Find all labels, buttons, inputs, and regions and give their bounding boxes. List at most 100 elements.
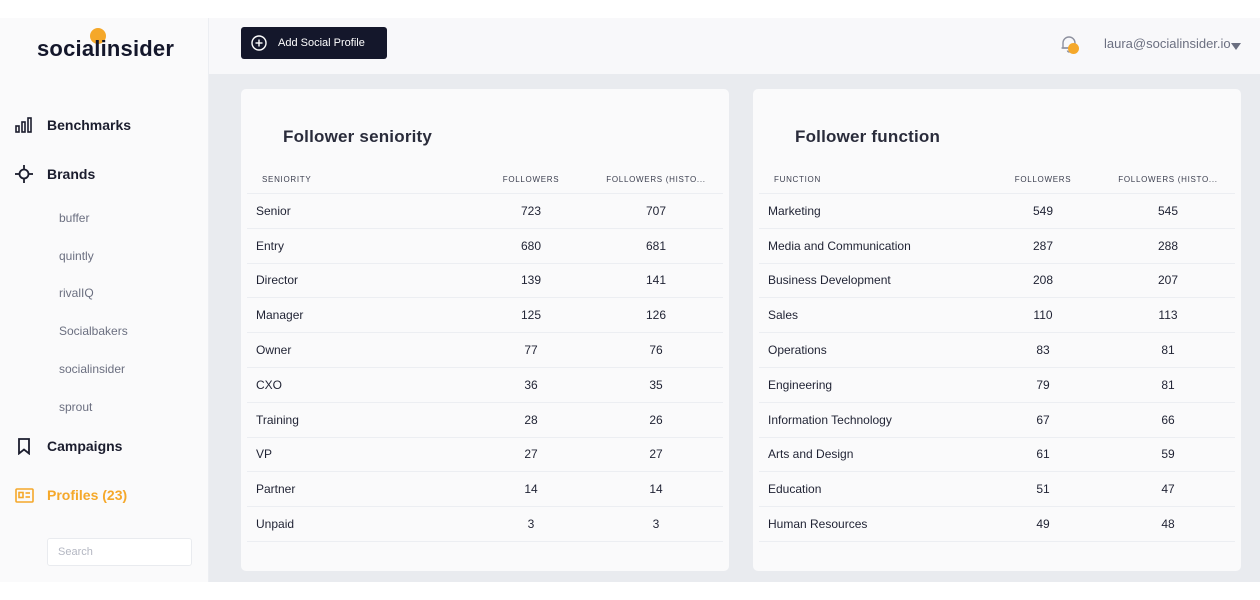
table-cell: 113 [1158,308,1178,323]
table-cell: 35 [649,377,663,392]
table-cell: 126 [645,308,667,323]
table-row: Manager 125 126 [247,298,723,334]
table-row: Entry 680 681 [247,229,723,264]
table-cell: 681 [645,238,667,253]
table-cell: 81 [1161,343,1175,358]
sidebar-search-input[interactable] [47,538,192,566]
table-cell: Operations [768,343,827,358]
nav-label-brands: Brands [47,166,96,182]
table-cell: 723 [520,203,542,218]
seniority-table: SENIORITY FOLLOWERS FOLLOWERS (HISTO... … [247,165,723,542]
table-row: Director 139 141 [247,264,723,299]
table-cell: Manager [256,308,304,323]
follower-function-card: Follower function FUNCTION FOLLOWERS FOL… [753,89,1241,571]
brand-item[interactable]: sprout [59,400,93,414]
table-cell: Sales [768,308,799,323]
add-social-profile-label: Add Social Profile [278,37,365,49]
table-cell: 83 [1036,343,1050,358]
table-cell: Training [256,412,299,427]
table-cell: 207 [1157,273,1179,288]
topbar: Add Social Profile laura@socialinsider.i… [209,18,1260,74]
brand-item[interactable]: quintly [59,249,94,263]
table-cell: 707 [645,203,667,218]
table-row: Sales 110 113 [759,298,1235,334]
bar-chart-icon [14,115,34,135]
table-cell: 287 [1032,238,1054,253]
brand-item[interactable]: rivalIQ [59,286,94,300]
table-row: Engineering 79 81 [759,368,1235,403]
table-cell: Partner [256,482,296,497]
table-cell: 79 [1036,377,1050,392]
card-title: Follower seniority [283,127,433,146]
table-row: Human Resources 49 48 [759,507,1235,542]
table-row: Owner 77 76 [247,333,723,368]
add-social-profile-button[interactable]: Add Social Profile [241,27,387,59]
table-cell: Entry [256,238,285,253]
table-row: Arts and Design 61 59 [759,438,1235,473]
column-header[interactable]: FUNCTION [774,174,821,184]
table-cell: 27 [524,447,538,462]
plus-circle-icon [251,35,267,51]
table-cell: Human Resources [768,517,868,532]
column-header[interactable]: SENIORITY [262,174,312,184]
table-cell: 125 [520,308,542,323]
table-header: SENIORITY FOLLOWERS FOLLOWERS (HISTO... [247,165,723,194]
table-cell: Marketing [768,203,821,218]
table-cell: Arts and Design [768,447,854,462]
brand-item[interactable]: socialinsider [59,362,126,376]
notifications-bell[interactable] [1059,34,1081,56]
table-cell: 61 [1036,447,1050,462]
table-cell: 77 [524,343,538,358]
table-cell: 36 [524,377,538,392]
chevron-down-icon[interactable] [1231,38,1241,50]
nav-label-campaigns: Campaigns [47,438,123,454]
table-header: FUNCTION FOLLOWERS FOLLOWERS (HISTO... [759,165,1235,194]
table-cell: Senior [256,203,291,218]
nav-item-brands[interactable]: Brands [14,162,95,186]
column-header[interactable]: FOLLOWERS (HISTO... [606,174,706,184]
table-cell: 680 [520,238,542,253]
card-title: Follower function [795,127,941,146]
table-row: CXO 36 35 [247,368,723,403]
table-row: Operations 83 81 [759,333,1235,368]
nav-item-profiles[interactable]: Profiles (23) [14,483,127,507]
table-row: Training 28 26 [247,403,723,438]
column-header[interactable]: FOLLOWERS (HISTO... [1118,174,1218,184]
table-cell: 26 [649,412,663,427]
brand-item[interactable]: Socialbakers [59,324,128,338]
table-cell: Engineering [768,377,833,392]
table-cell: Education [768,482,822,497]
table-cell: 76 [649,343,663,358]
logo-dot-icon [90,28,106,44]
table-row: Education 51 47 [759,472,1235,508]
table-cell: 48 [1161,517,1175,532]
nav-item-campaigns[interactable]: Campaigns [14,434,122,458]
table-cell: 3 [527,517,535,532]
table-cell: 28 [524,412,538,427]
table-row: Marketing 549 545 [759,194,1235,229]
table-cell: 51 [1036,482,1050,497]
table-cell: 549 [1032,203,1054,218]
function-table: FUNCTION FOLLOWERS FOLLOWERS (HISTO... M… [759,165,1235,542]
notification-badge [1068,43,1079,54]
table-cell: 208 [1032,273,1054,288]
column-header[interactable]: FOLLOWERS [502,174,560,184]
nav-item-benchmarks[interactable]: Benchmarks [14,113,131,137]
table-cell: 47 [1161,482,1175,497]
table-row: Unpaid 3 3 [247,507,723,542]
table-cell: 141 [645,273,667,288]
table-cell: 545 [1157,203,1179,218]
brand-item[interactable]: buffer [59,211,90,225]
table-cell: 67 [1036,412,1050,427]
table-cell: Information Technology [768,412,892,427]
logo[interactable]: socialinsider [37,28,174,62]
table-row: Partner 14 14 [247,472,723,508]
nav-label-benchmarks: Benchmarks [47,117,132,133]
column-header[interactable]: FOLLOWERS [1014,174,1072,184]
table-row: Information Technology 67 66 [759,403,1235,438]
table-cell: 14 [524,482,538,497]
table-cell: Business Development [768,273,891,288]
table-row: Business Development 208 207 [759,264,1235,299]
user-email[interactable]: laura@socialinsider.io [1104,36,1231,51]
sidebar: socialinsider Benchmarks Brands buffer q… [0,18,209,582]
